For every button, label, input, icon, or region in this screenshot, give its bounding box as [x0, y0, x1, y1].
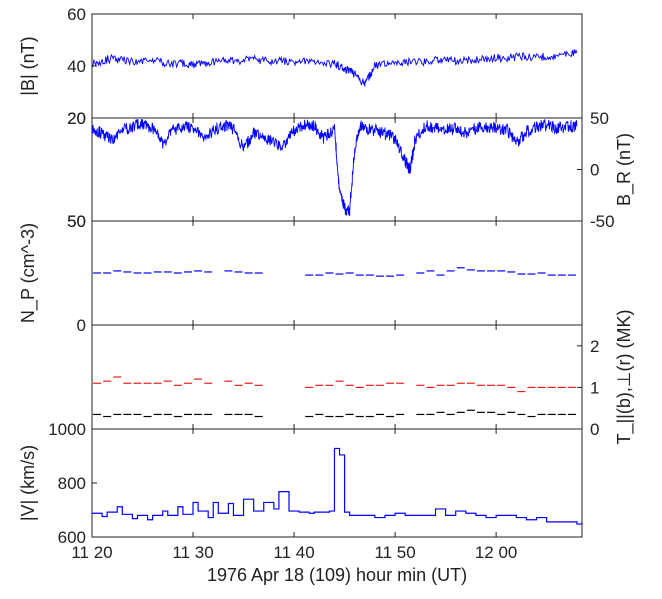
y-tick-label-right: 50 — [590, 109, 609, 128]
x-tick-label: 11 40 — [273, 543, 314, 562]
y-tick-label-right: 0 — [590, 420, 599, 439]
panel-frame — [91, 324, 583, 430]
series-line — [92, 447, 583, 525]
y-tick-label: 50 — [67, 212, 86, 231]
series-trace — [91, 48, 578, 88]
panel-frame — [91, 428, 583, 538]
y-tick-label-right: 1 — [590, 378, 599, 397]
x-tick-label: 11 30 — [172, 543, 213, 562]
y-tick-label: 1000 — [48, 420, 86, 439]
y-tick-label-right: 0 — [590, 161, 599, 180]
x-tick-label: 11 50 — [374, 543, 415, 562]
y-tick-label: 50 — [67, 212, 86, 231]
panel-1 — [91, 13, 583, 119]
x-axis-label: 1976 Apr 18 (109) hour min (UT) — [207, 565, 467, 585]
panels-layer — [91, 13, 583, 538]
y-tick-label: 40 — [67, 57, 86, 76]
x-tick-label: 12 00 — [475, 543, 518, 562]
y-axis-label: T_||(b),⊥(r) (MK) — [614, 309, 635, 444]
x-tick-label: 11 20 — [71, 543, 112, 562]
panel-frame — [91, 220, 583, 326]
y-tick-label: 800 — [58, 474, 86, 493]
panel-2 — [91, 117, 583, 222]
panel-4 — [91, 324, 583, 430]
y-axis-label: N_P (cm^-3) — [18, 223, 39, 323]
y-axis-label: |V| (km/s) — [18, 445, 38, 521]
panel-5 — [91, 428, 583, 538]
y-tick-label: 0 — [77, 316, 86, 335]
y-tick-label-right: -50 — [590, 212, 615, 231]
y-tick-label-right: 2 — [590, 337, 599, 356]
y-tick-label: 20 — [67, 109, 86, 128]
y-tick-label: 600 — [58, 528, 86, 547]
y-axis-label: B_R (nT) — [614, 133, 635, 206]
y-tick-label: 60 — [67, 5, 86, 24]
y-axis-label: |B| (nT) — [18, 36, 38, 95]
panel-3 — [91, 220, 583, 326]
y-tick-label: 20 — [67, 109, 86, 128]
series-trace — [91, 119, 578, 217]
